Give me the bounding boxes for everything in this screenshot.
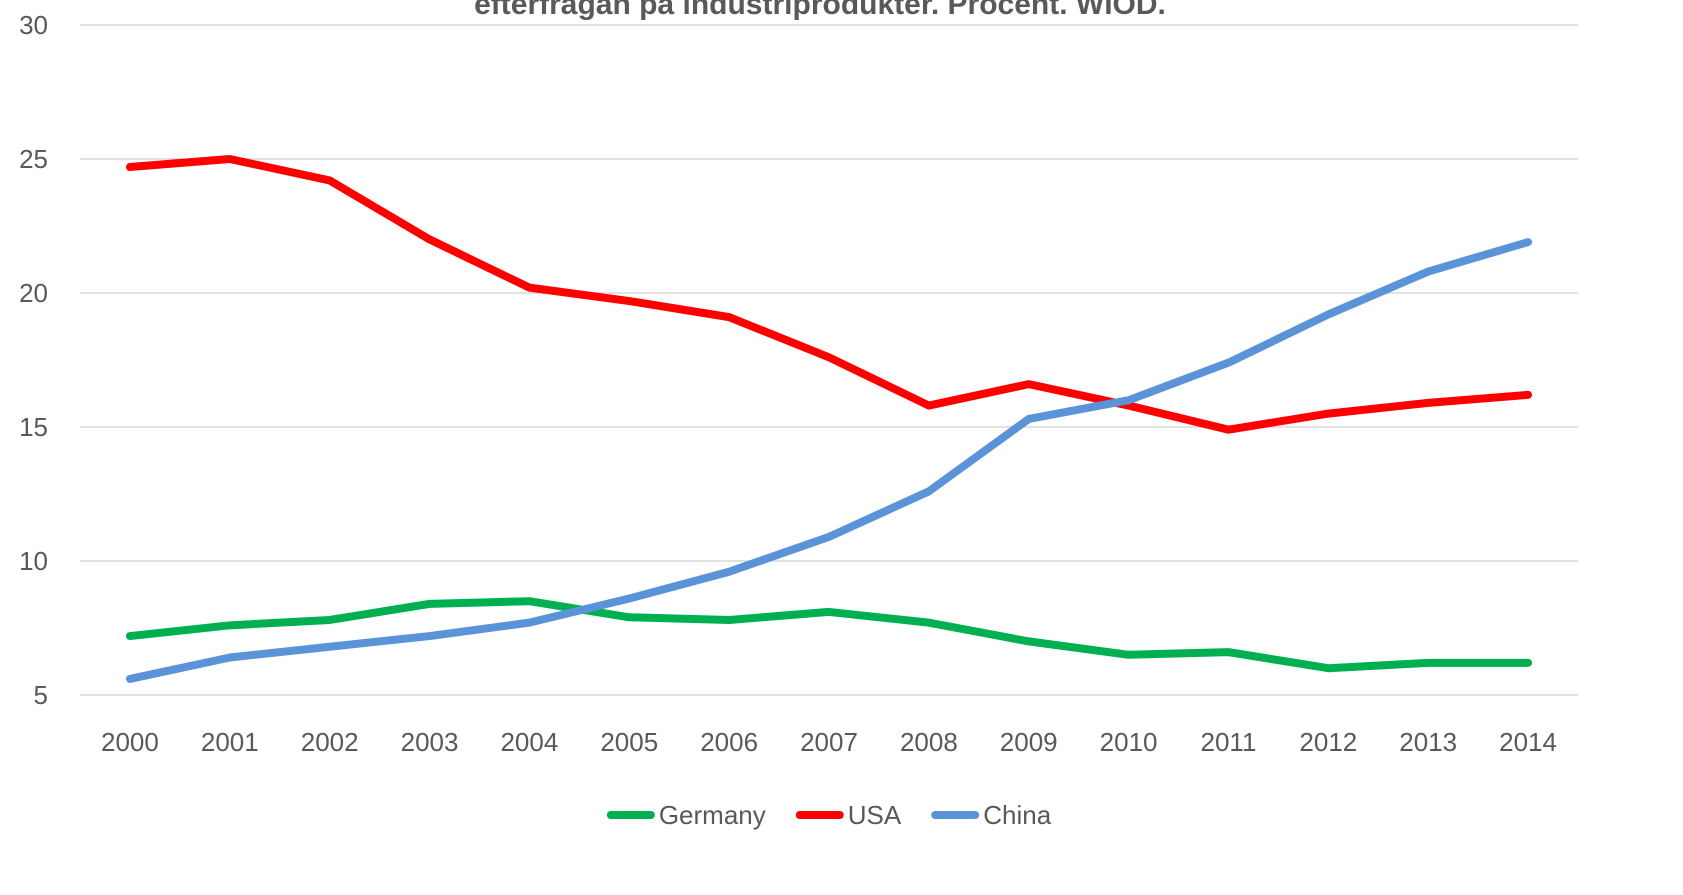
x-tick-label: 2003 — [401, 727, 459, 757]
x-tick-label: 2008 — [900, 727, 958, 757]
legend-label: Germany — [659, 800, 766, 830]
x-tick-label: 2013 — [1399, 727, 1457, 757]
y-tick-label: 20 — [19, 278, 48, 308]
x-tick-label: 2001 — [201, 727, 259, 757]
legend-label: USA — [848, 800, 902, 830]
x-tick-label: 2014 — [1499, 727, 1557, 757]
x-tick-label: 2006 — [700, 727, 758, 757]
x-tick-label: 2011 — [1201, 727, 1257, 757]
y-tick-label: 25 — [19, 144, 48, 174]
y-tick-label: 10 — [19, 546, 48, 576]
chart-title: efterfrågan på industriprodukter. Procen… — [474, 0, 1166, 21]
x-tick-label: 2012 — [1299, 727, 1357, 757]
x-tick-label: 2000 — [101, 727, 159, 757]
x-tick-label: 2004 — [500, 727, 558, 757]
legend-label: China — [983, 800, 1051, 830]
x-tick-label: 2002 — [301, 727, 359, 757]
x-tick-label: 2009 — [1000, 727, 1058, 757]
series-line — [125, 238, 1533, 683]
y-tick-label: 30 — [19, 10, 48, 40]
y-tick-label: 5 — [34, 680, 48, 710]
x-tick-label: 2010 — [1100, 727, 1158, 757]
series-line — [125, 155, 1533, 434]
series-line — [125, 597, 1533, 673]
x-tick-label: 2005 — [600, 727, 658, 757]
y-tick-label: 15 — [19, 412, 48, 442]
x-tick-label: 2007 — [800, 727, 858, 757]
